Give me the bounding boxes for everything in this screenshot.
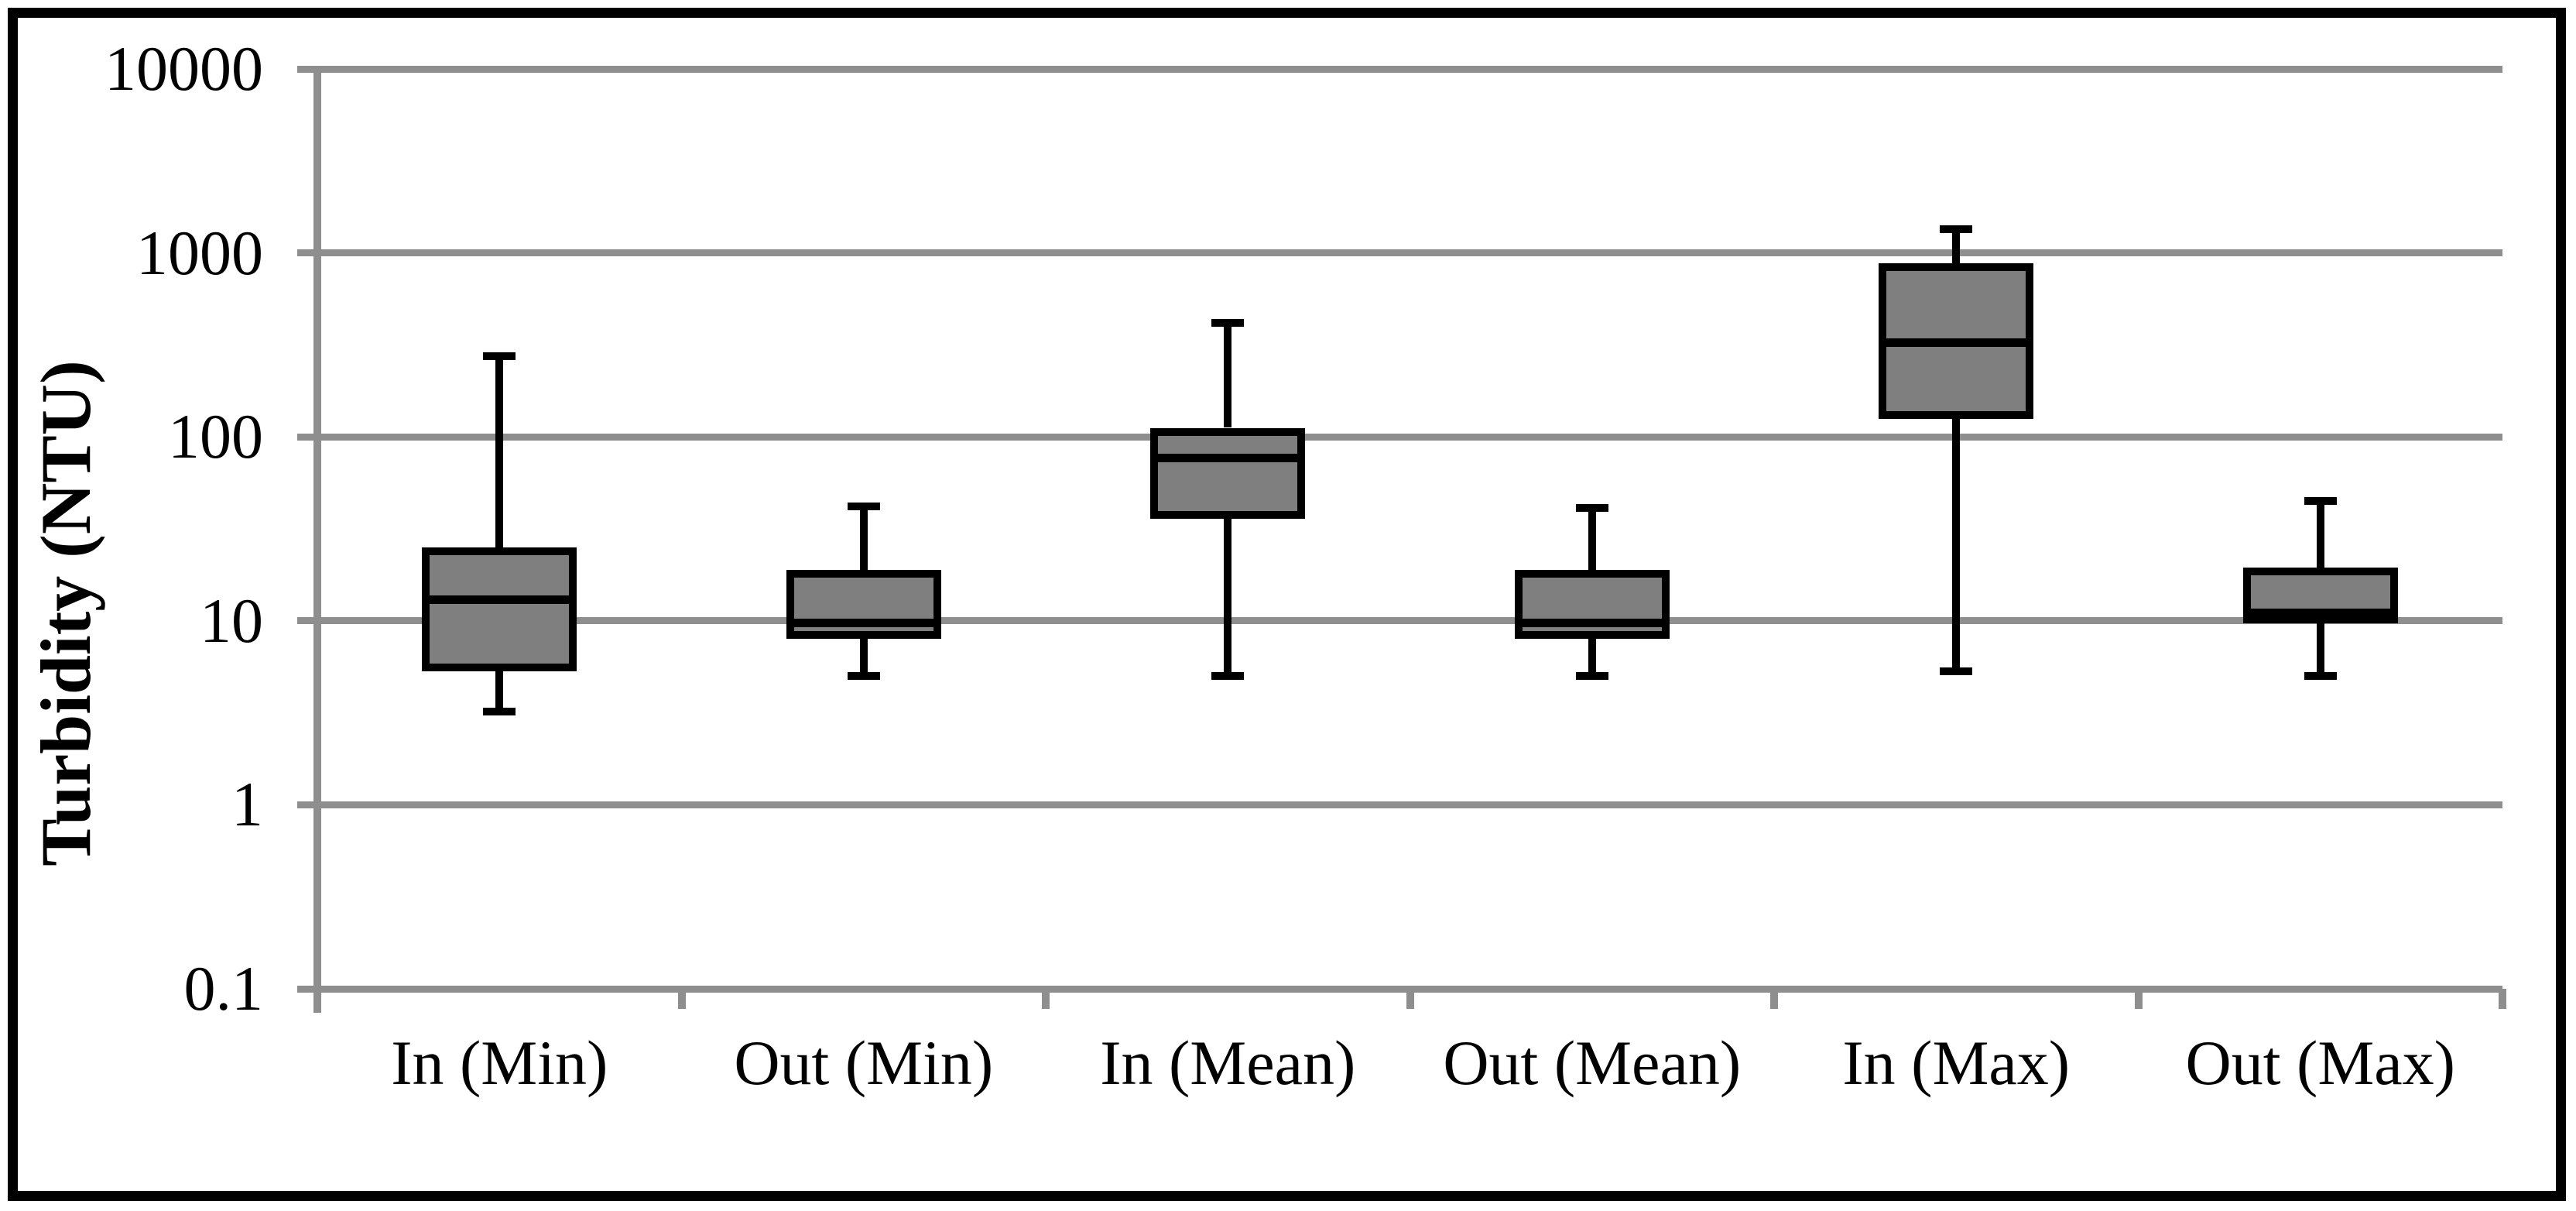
- x-category-label-Out-Min-: Out (Min): [734, 1027, 994, 1098]
- median-line: [1882, 338, 2030, 348]
- gridline-10000: [297, 65, 2502, 73]
- y-axis-line: [313, 65, 321, 1013]
- upper-whisker-line: [495, 355, 504, 548]
- x-category-label-In-Min-: In (Min): [391, 1027, 608, 1098]
- iqr-box: [1514, 569, 1670, 639]
- upper-whisker-line: [1224, 323, 1232, 428]
- gridline-0.1: [297, 985, 2502, 993]
- upper-whisker-cap: [483, 352, 516, 360]
- x-axis-tick: [1042, 989, 1050, 1009]
- upper-whisker-line: [1588, 508, 1596, 570]
- iqr-box: [422, 547, 577, 672]
- lower-whisker-cap: [2304, 672, 2337, 681]
- y-tick-label-1: 1: [231, 769, 263, 840]
- iqr-box: [1150, 427, 1306, 519]
- lower-whisker-line: [859, 638, 868, 677]
- gridline-10: [297, 617, 2502, 625]
- lower-whisker-cap: [1575, 672, 1608, 681]
- iqr-box: [786, 569, 941, 639]
- gridline-100: [297, 433, 2502, 441]
- x-axis-tick: [1406, 989, 1414, 1009]
- upper-whisker-cap: [1575, 504, 1608, 513]
- x-axis-tick: [1770, 989, 1778, 1009]
- lower-whisker-line: [1224, 518, 1232, 677]
- gridline-1: [297, 801, 2502, 808]
- lower-whisker-cap: [483, 708, 516, 716]
- lower-whisker-cap: [1211, 672, 1245, 681]
- x-category-label-Out-Mean-: Out (Mean): [1443, 1027, 1742, 1098]
- x-category-label-In-Max-: In (Max): [1842, 1027, 2071, 1098]
- median-line: [2246, 609, 2394, 618]
- x-category-label-Out-Max-: Out (Max): [2185, 1027, 2455, 1098]
- median-line: [1518, 619, 1666, 628]
- upper-whisker-line: [1952, 228, 1961, 263]
- upper-whisker-cap: [847, 502, 880, 510]
- y-tick-label-10: 10: [200, 585, 263, 656]
- median-line: [1154, 453, 1302, 462]
- y-tick-label-100: 100: [168, 401, 263, 472]
- median-line: [426, 595, 574, 605]
- lower-whisker-line: [1952, 419, 1961, 672]
- x-axis-tick: [313, 989, 321, 1009]
- upper-whisker-line: [2316, 500, 2324, 568]
- y-tick-label-1000: 1000: [136, 217, 263, 288]
- upper-whisker-cap: [1211, 319, 1245, 328]
- x-axis-tick: [677, 989, 686, 1009]
- median-line: [790, 619, 937, 628]
- x-axis-tick: [2499, 989, 2506, 1009]
- lower-whisker-line: [2316, 623, 2324, 677]
- upper-whisker-line: [859, 506, 868, 570]
- lower-whisker-line: [1588, 638, 1596, 677]
- upper-whisker-cap: [2304, 496, 2337, 505]
- upper-whisker-cap: [1940, 225, 1973, 233]
- lower-whisker-cap: [847, 672, 880, 681]
- y-tick-label-0.1: 0.1: [183, 953, 264, 1024]
- x-category-label-In-Mean-: In (Mean): [1100, 1027, 1356, 1098]
- y-tick-label-10000: 10000: [104, 33, 263, 104]
- lower-whisker-line: [495, 671, 504, 712]
- lower-whisker-cap: [1940, 667, 1973, 676]
- gridline-1000: [297, 249, 2502, 257]
- x-axis-tick: [2134, 989, 2143, 1009]
